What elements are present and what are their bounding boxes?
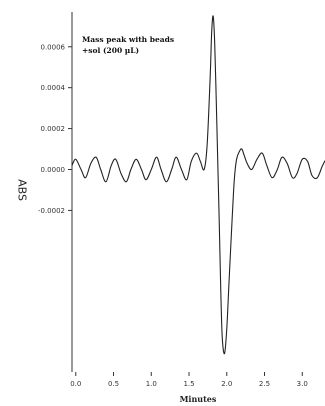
x-tick-label: 2.5 <box>259 380 270 388</box>
series-line <box>71 15 325 355</box>
annotation-line-2: +sol (200 µL) <box>82 46 139 55</box>
x-tick-label: 2.0 <box>221 380 232 388</box>
y-axis-title: ABS <box>16 179 29 201</box>
x-ticks: 0.00.51.01.52.02.53.03 <box>70 372 308 388</box>
x-tick-label: 1.0 <box>146 380 157 388</box>
x-tick-label: 0.5 <box>108 380 119 388</box>
x-tick-label: 0.0 <box>70 380 81 388</box>
y-tick-label: 0.0000 <box>41 166 66 174</box>
x-axis-title: Minutes <box>180 394 217 404</box>
annotation: Mass peak with beads +sol (200 µL) <box>82 35 174 55</box>
series-layer <box>71 15 325 355</box>
y-tick-label: 0.0006 <box>41 43 66 51</box>
y-ticks: 0.0006 0.0004 0.0002 0.0000 -0.0002 <box>38 43 72 215</box>
y-tick-label: 0.0002 <box>41 125 66 133</box>
x-tick-label: 1.5 <box>183 380 194 388</box>
y-tick-label: -0.0002 <box>38 207 65 215</box>
x-tick-label: 3.0 <box>297 380 308 388</box>
annotation-line-1: Mass peak with beads <box>82 35 174 44</box>
y-tick-label: 0.0004 <box>41 84 66 92</box>
